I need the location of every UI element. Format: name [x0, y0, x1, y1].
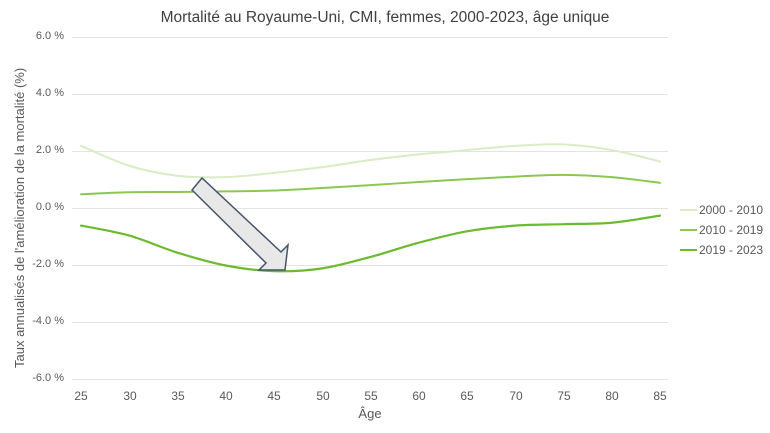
series-line-2010-2019 — [80, 173, 661, 196]
x-tick: 50 — [316, 389, 330, 403]
series-line-2019-2023 — [79, 214, 662, 273]
y-tick: 6.0 % — [35, 30, 64, 42]
legend-swatch — [680, 209, 697, 211]
x-tick: 80 — [605, 389, 619, 403]
arrow-annotation — [190, 176, 290, 271]
y-tick: -6.0 % — [32, 372, 64, 384]
series-line-2000-2010 — [80, 143, 661, 179]
legend-item-2000-2010: 2000 - 2010 — [680, 200, 763, 220]
legend-swatch — [680, 229, 697, 231]
legend-item-2010-2019: 2010 - 2019 — [680, 220, 763, 240]
y-tick: 4.0 % — [35, 87, 64, 99]
x-tick: 65 — [460, 389, 474, 403]
x-tick: 85 — [653, 389, 667, 403]
x-tick: 60 — [412, 389, 426, 403]
legend-label: 2010 - 2019 — [699, 223, 764, 237]
x-tick: 25 — [74, 389, 88, 403]
x-tick: 30 — [123, 389, 137, 403]
y-tick: -4.0 % — [32, 315, 64, 327]
y-tick: -2.0 % — [32, 258, 64, 270]
x-tick: 40 — [219, 389, 233, 403]
gridlines — [72, 37, 668, 380]
x-tick: 75 — [557, 389, 571, 403]
chart-title: Mortalité au Royaume-Uni, CMI, femmes, 2… — [160, 9, 610, 26]
x-tick: 70 — [509, 389, 523, 403]
y-tick: 0.0 % — [35, 201, 64, 213]
x-axis-title: Âge — [358, 406, 382, 421]
legend: 2000 - 2010 2010 - 2019 2019 - 2023 — [680, 200, 763, 260]
x-tick: 55 — [364, 389, 378, 403]
x-tick: 35 — [171, 389, 185, 403]
y-tick: 2.0 % — [35, 144, 64, 156]
legend-swatch — [680, 249, 697, 251]
legend-label: 2000 - 2010 — [699, 203, 764, 217]
legend-label: 2019 - 2023 — [699, 243, 764, 257]
x-tick: 45 — [267, 389, 281, 403]
legend-item-2019-2023: 2019 - 2023 — [680, 240, 763, 260]
